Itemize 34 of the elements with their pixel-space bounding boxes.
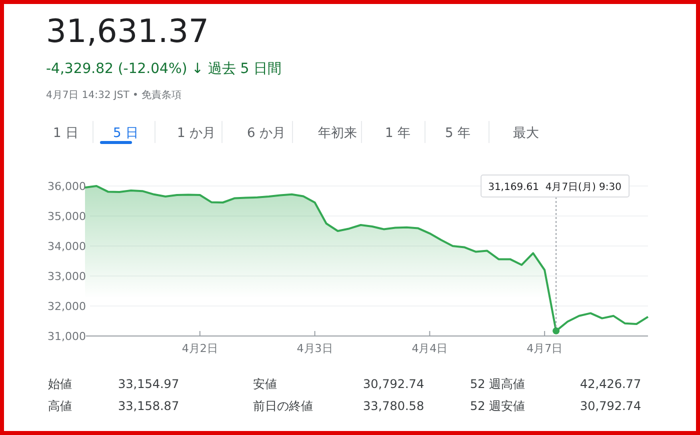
- y-tick-label: 34,000: [48, 240, 86, 253]
- text: 30,792.74: [580, 399, 642, 413]
- y-tick-label: 31,000: [48, 330, 86, 343]
- x-tick-label: 4月7日: [526, 342, 563, 355]
- text: 最大: [513, 126, 539, 141]
- text: 1 日: [53, 126, 78, 141]
- text: 4月7日 14:32 JST • 免責条項: [46, 89, 182, 101]
- text: 安値: [253, 377, 277, 391]
- x-tick-label: 4月4日: [412, 342, 448, 355]
- text: 33,780.58: [363, 399, 424, 413]
- y-tick-label: 36,000: [48, 180, 86, 193]
- text: 高値: [48, 399, 72, 413]
- text: 5 日: [113, 126, 138, 141]
- chart-title: 31,631.37: [46, 12, 209, 50]
- text: 42,426.77: [580, 377, 642, 391]
- text: 52 週高値: [470, 377, 526, 391]
- y-tick-label: 35,000: [48, 210, 86, 223]
- text: 1 か月: [177, 126, 216, 141]
- text: 年初来: [318, 126, 357, 141]
- text: 1 年: [385, 126, 410, 141]
- text: 33,154.97: [118, 377, 180, 391]
- text: 52 週安値: [470, 399, 526, 413]
- text: 前日の終値: [253, 399, 313, 413]
- chart-subtitle: -4,329.82 (-12.04%) ↓ 過去 5 日間: [46, 61, 282, 77]
- text: 33,158.87: [118, 399, 180, 413]
- x-tick-label: 4月3日: [296, 342, 333, 355]
- x-tick-label: 4月2日: [182, 342, 218, 355]
- y-tick-label: 33,000: [48, 270, 86, 283]
- text: 30,792.74: [363, 377, 424, 391]
- annotation: 31,169.61 4月7日(月) 9:30: [488, 182, 622, 193]
- text: 始値: [48, 377, 72, 391]
- text: 6 か月: [247, 126, 286, 141]
- y-tick-label: 32,000: [48, 300, 86, 313]
- text: 5 年: [445, 126, 470, 141]
